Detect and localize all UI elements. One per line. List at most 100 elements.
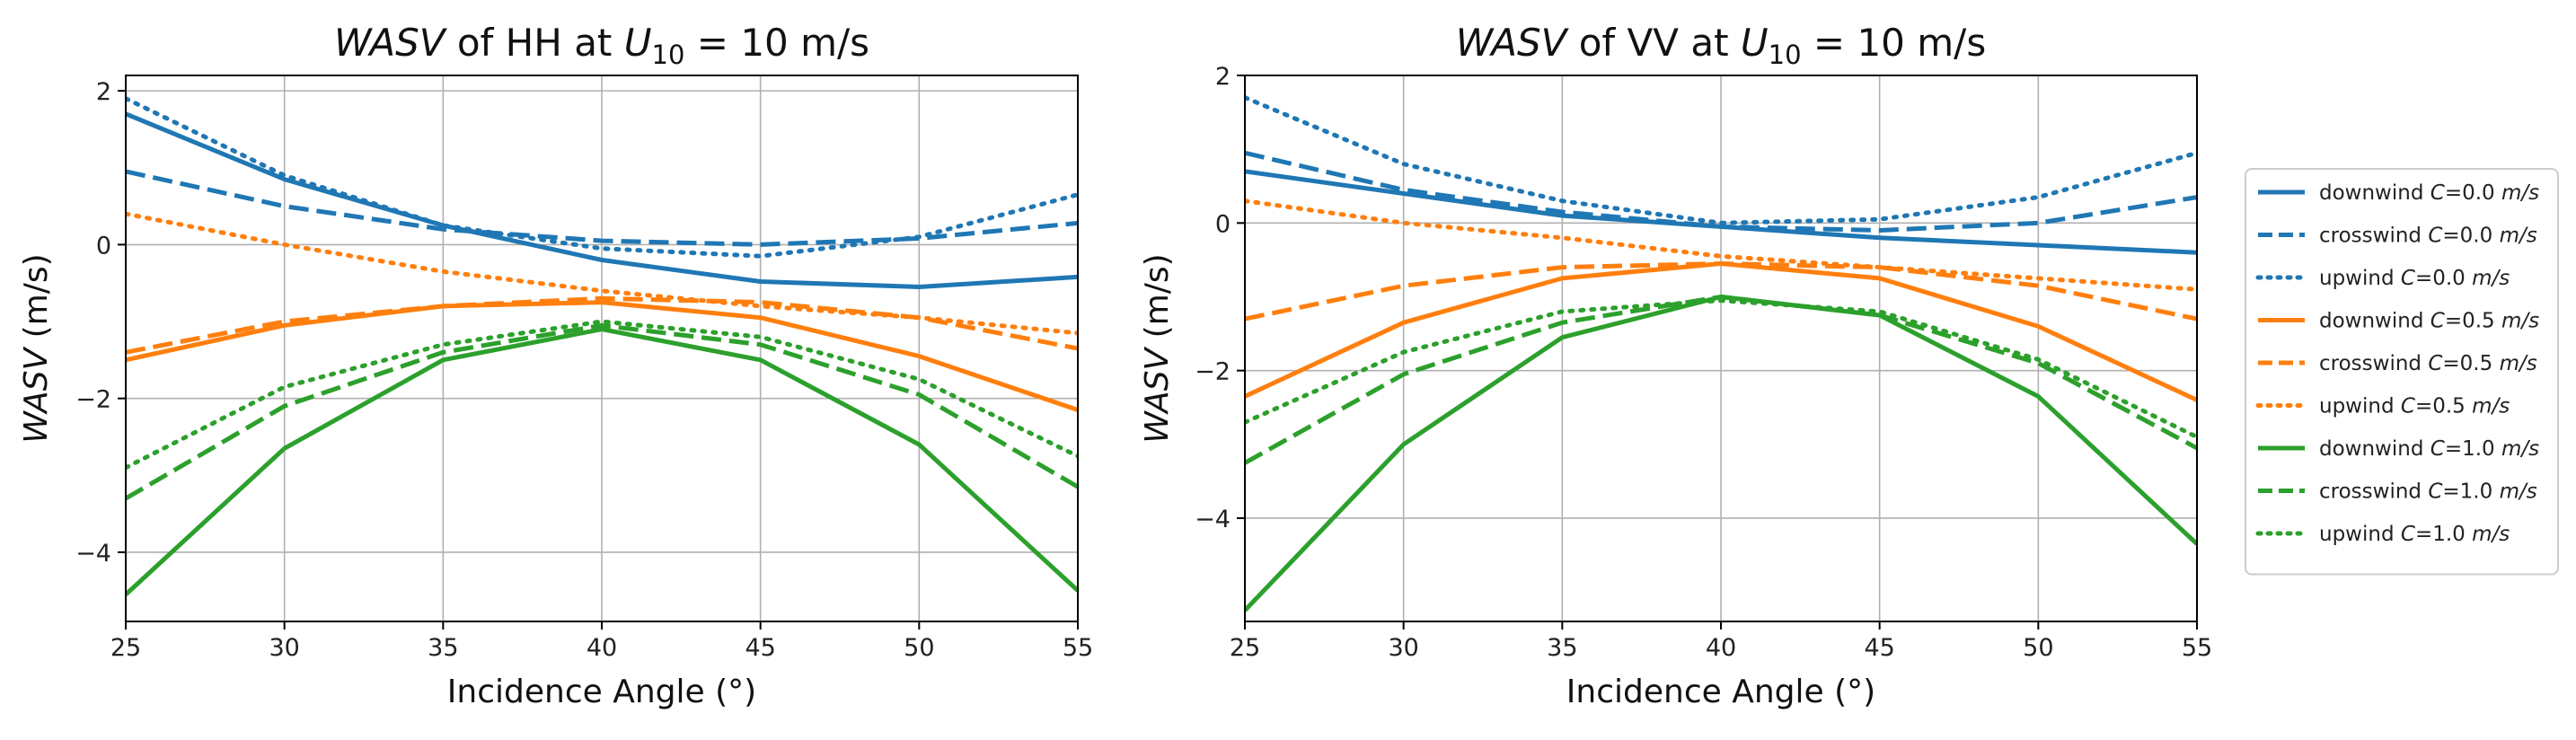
legend-label: crosswind C=0.0 m/s xyxy=(2319,225,2537,248)
title-text: of VV at xyxy=(1566,21,1741,65)
legend-label-value: =0.5 xyxy=(2442,352,2499,375)
y-tick-label: 2 xyxy=(96,78,111,106)
y-tick-label: −2 xyxy=(1195,358,1231,386)
title-text: of HH at xyxy=(446,21,624,65)
legend-label-unit: m/s xyxy=(2472,395,2510,418)
title-italic: WASV xyxy=(334,21,448,65)
legend-label-prefix: upwind xyxy=(2319,267,2401,290)
legend-label-var: C xyxy=(2430,310,2445,333)
legend-label-unit: m/s xyxy=(2501,437,2539,461)
y-tick-label: 0 xyxy=(96,232,111,260)
legend-label-prefix: downwind xyxy=(2319,437,2430,461)
series-line-7 xyxy=(126,327,1078,596)
x-axis-label: Incidence Angle (°) xyxy=(1566,674,1875,710)
legend-label-var: C xyxy=(2428,225,2442,248)
x-tick-label: 35 xyxy=(1547,634,1577,662)
ylabel-italic: WASV xyxy=(1139,346,1176,443)
x-axis-label: Incidence Angle (°) xyxy=(447,674,756,710)
legend-label: upwind C=1.0 m/s xyxy=(2319,523,2510,546)
title-tail: = 10 m/s xyxy=(1802,21,1987,65)
chart-panel-1: 25 30 35 40 45 50 55 −4 −2 0 2 WASV of HH at U10 = … xyxy=(18,21,1093,710)
x-tick-label: 25 xyxy=(110,634,141,662)
legend-label-value: =0.0 xyxy=(2445,181,2501,205)
title-variable: U xyxy=(624,21,652,65)
legend-label-value: =1.0 xyxy=(2415,523,2472,546)
x-tick-label: 55 xyxy=(2182,634,2212,662)
y-tick-label: 2 xyxy=(1215,63,1231,91)
y-tick-label: −2 xyxy=(75,386,111,414)
legend-label: crosswind C=1.0 m/s xyxy=(2319,480,2537,504)
title-subscript: 10 xyxy=(652,40,685,70)
y-tick-label: −4 xyxy=(1195,506,1231,533)
ylabel-text: (m/s) xyxy=(1139,253,1176,348)
legend-label-var: C xyxy=(2428,352,2442,375)
chart-title: WASV of VV at U10 = 10 m/s xyxy=(1456,21,1986,70)
legend-label-var: C xyxy=(2430,437,2445,461)
legend-label-unit: m/s xyxy=(2501,181,2539,205)
x-tick-label: 40 xyxy=(1706,634,1736,662)
series-line-8 xyxy=(126,322,1078,501)
legend-label-value: =1.0 xyxy=(2442,480,2499,504)
legend-label-prefix: downwind xyxy=(2319,181,2430,205)
series-line-1 xyxy=(126,111,1078,289)
legend-label: downwind C=1.0 m/s xyxy=(2319,437,2539,461)
x-tick-label: 45 xyxy=(1864,634,1894,662)
x-tick-label: 40 xyxy=(587,634,617,662)
legend-label: downwind C=0.5 m/s xyxy=(2319,310,2539,333)
legend-label-value: =1.0 xyxy=(2445,437,2501,461)
legend-label-value: =0.0 xyxy=(2442,225,2499,248)
series-group xyxy=(1245,95,2197,612)
x-tick-label: 35 xyxy=(428,634,458,662)
chart-title: WASV of HH at U10 = 10 m/s xyxy=(334,21,869,70)
legend-label-var: C xyxy=(2401,267,2415,290)
ylabel-text: (m/s) xyxy=(18,253,55,348)
x-tick-label: 30 xyxy=(1388,634,1418,662)
legend-label-prefix: downwind xyxy=(2319,310,2430,333)
title-tail: = 10 m/s xyxy=(684,21,869,65)
y-axis-label: WASV (m/s) xyxy=(18,253,55,443)
chart-panel-2: 25 30 35 40 45 50 55 −4 −2 0 2 WASV of VV at U10 = … xyxy=(1139,21,2212,710)
legend-label-unit: m/s xyxy=(2500,225,2537,248)
title-subscript: 10 xyxy=(1769,40,1802,70)
series-line-8 xyxy=(1245,295,2197,465)
legend-label-unit: m/s xyxy=(2501,310,2539,333)
y-tick-label: −4 xyxy=(75,540,111,568)
x-tick-label: 50 xyxy=(904,634,934,662)
legend-label-unit: m/s xyxy=(2500,352,2537,375)
legend-label-value: =0.5 xyxy=(2415,395,2472,418)
series-line-3 xyxy=(126,96,1078,259)
legend-label-var: C xyxy=(2401,523,2415,546)
legend-label-value: =0.5 xyxy=(2445,310,2501,333)
legend-label-unit: m/s xyxy=(2500,480,2537,504)
series-line-2 xyxy=(1245,150,2197,233)
legend-label-prefix: upwind xyxy=(2319,523,2401,546)
series-line-5 xyxy=(1245,261,2197,322)
series-line-3 xyxy=(1245,95,2197,225)
legend-label: upwind C=0.0 m/s xyxy=(2319,267,2510,290)
title-variable: U xyxy=(1741,21,1769,65)
legend-label-unit: m/s xyxy=(2472,523,2510,546)
x-tick-label: 55 xyxy=(1063,634,1093,662)
series-group xyxy=(126,96,1078,596)
legend-label-var: C xyxy=(2401,395,2415,418)
legend-label: downwind C=0.0 m/s xyxy=(2319,181,2539,205)
y-tick-label: 0 xyxy=(1215,210,1231,238)
legend-label-prefix: crosswind xyxy=(2319,480,2428,504)
legend-label-var: C xyxy=(2430,181,2445,205)
y-axis-label: WASV (m/s) xyxy=(1139,253,1176,443)
title-italic: WASV xyxy=(1456,21,1570,65)
legend-label-prefix: crosswind xyxy=(2319,225,2428,248)
legend-label: upwind C=0.5 m/s xyxy=(2319,395,2510,418)
legend-label-prefix: upwind xyxy=(2319,395,2401,418)
legend-label-var: C xyxy=(2428,480,2442,504)
x-tick-label: 50 xyxy=(2023,634,2053,662)
series-line-9 xyxy=(1245,298,2197,440)
legend-box xyxy=(2245,168,2559,576)
series-line-4 xyxy=(126,300,1078,412)
ylabel-italic: WASV xyxy=(18,346,55,443)
x-tick-label: 30 xyxy=(269,634,299,662)
series-line-6 xyxy=(1245,198,2197,292)
x-tick-label: 45 xyxy=(745,634,775,662)
